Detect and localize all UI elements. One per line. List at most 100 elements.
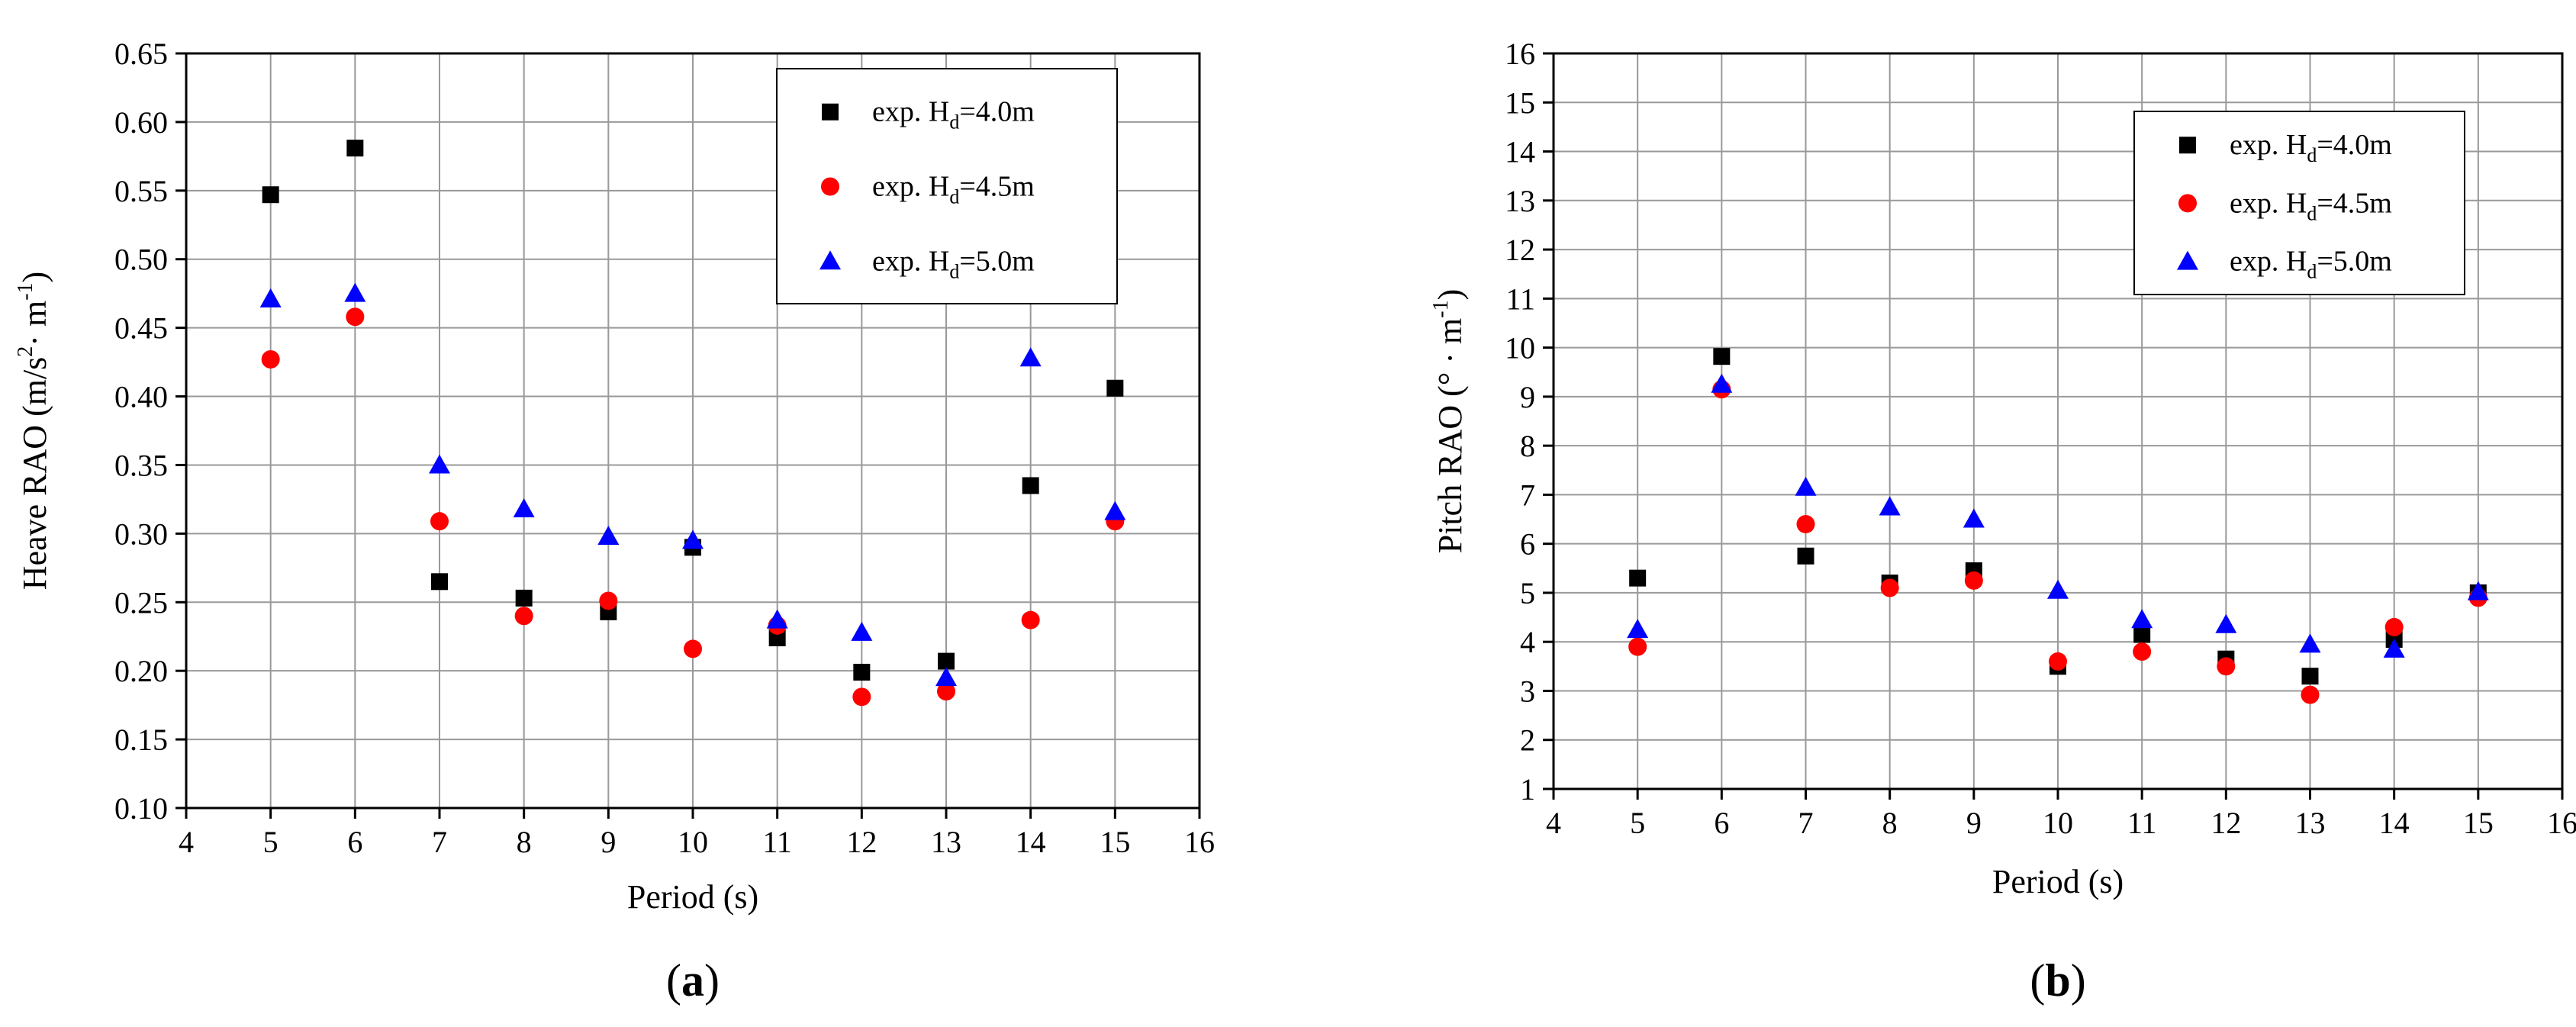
x-tick-label: 6 — [1714, 806, 1729, 840]
x-tick-label: 5 — [263, 825, 279, 859]
y-tick-label: 0.60 — [114, 105, 168, 140]
data-point — [514, 607, 533, 626]
data-point — [1880, 578, 1899, 597]
data-point — [1022, 477, 1039, 494]
data-point — [1629, 569, 1647, 587]
data-point — [1628, 637, 1647, 656]
data-point — [262, 186, 279, 204]
x-tick-label: 14 — [2379, 806, 2410, 840]
y-tick-label: 16 — [1505, 37, 1535, 71]
data-point — [766, 609, 788, 629]
data-point — [2383, 638, 2405, 658]
y-tick-label: 0.45 — [114, 311, 168, 346]
panel-label: (a) — [666, 955, 720, 1006]
data-point — [2299, 633, 2321, 653]
x-tick-label: 13 — [2295, 806, 2326, 840]
series-2 — [1628, 380, 2487, 704]
data-point — [2301, 685, 2320, 704]
x-tick-label: 11 — [2127, 806, 2157, 840]
data-point — [1104, 501, 1126, 520]
x-tick-label: 15 — [1100, 825, 1130, 859]
y-tick-label: 2 — [1520, 723, 1535, 758]
x-tick-label: 4 — [1546, 806, 1561, 840]
x-tick-label: 7 — [432, 825, 447, 859]
y-tick-label: 0.10 — [114, 791, 168, 826]
x-tick-label: 16 — [1184, 825, 1215, 859]
data-point — [682, 530, 704, 549]
legend-label: exp. Hd=4.5m — [872, 170, 1035, 208]
x-tick-label: 15 — [2463, 806, 2494, 840]
y-tick-label: 0.15 — [114, 723, 168, 757]
data-point — [1106, 379, 1124, 397]
y-tick-label: 0.40 — [114, 380, 168, 414]
y-tick-label: 14 — [1505, 135, 1535, 169]
data-point — [2131, 609, 2153, 629]
data-point — [597, 525, 620, 545]
data-point — [937, 682, 955, 701]
legend-marker — [2179, 137, 2196, 154]
x-tick-label: 4 — [179, 825, 194, 859]
legend-label: exp. Hd=5.0m — [2230, 246, 2392, 283]
data-point — [429, 454, 450, 474]
data-point — [2133, 642, 2152, 662]
data-point — [2384, 617, 2404, 636]
x-tick-label: 10 — [678, 825, 708, 859]
x-tick-label: 8 — [1882, 806, 1898, 840]
y-tick-label: 12 — [1505, 233, 1535, 267]
y-tick-label: 11 — [1505, 282, 1535, 316]
y-tick-label: 0.20 — [114, 654, 168, 688]
legend-marker — [2178, 194, 2197, 213]
legend-marker — [822, 103, 839, 121]
y-tick-label: 0.50 — [114, 243, 168, 277]
data-point — [346, 307, 365, 327]
x-tick-label: 6 — [347, 825, 362, 859]
legend-marker — [819, 250, 841, 270]
x-tick-label: 7 — [1798, 806, 1814, 840]
data-point — [261, 349, 280, 369]
data-point — [2215, 613, 2237, 633]
y-tick-label: 7 — [1520, 478, 1535, 512]
data-point — [259, 288, 282, 307]
data-point — [344, 282, 366, 302]
data-point — [346, 140, 364, 157]
data-point — [2047, 579, 2069, 599]
y-tick-label: 0.30 — [114, 517, 168, 551]
y-tick-label: 13 — [1505, 184, 1535, 218]
data-point — [2217, 657, 2236, 676]
y-tick-label: 0.55 — [114, 174, 168, 208]
data-point — [851, 621, 873, 641]
data-point — [2049, 652, 2067, 671]
y-tick-label: 0.25 — [114, 585, 168, 620]
data-point — [1879, 496, 1901, 516]
data-point — [768, 629, 786, 647]
y-tick-label: 10 — [1505, 331, 1535, 365]
data-point — [852, 687, 871, 707]
data-point — [938, 652, 955, 670]
y-tick-label: 15 — [1505, 85, 1535, 120]
x-tick-label: 9 — [601, 825, 616, 859]
series-3 — [259, 282, 1126, 687]
data-point — [1019, 347, 1042, 367]
legend: exp. Hd=4.0m exp. Hd=4.5m exp. Hd=5.0m — [2133, 111, 2465, 295]
y-tick-label: 6 — [1520, 527, 1535, 562]
data-point — [1711, 373, 1733, 393]
data-point — [1963, 508, 1985, 528]
data-point — [599, 591, 618, 610]
data-point — [2301, 668, 2319, 685]
y-tick-label: 4 — [1520, 625, 1535, 659]
chart-panel-b: 4 5 6 7 8 9 10 11 12 13 14 15 1612345678910111213141… — [1429, 37, 2576, 1006]
x-tick-label: 9 — [1966, 806, 1982, 840]
data-point — [1795, 476, 1817, 496]
x-tick-label: 12 — [2211, 806, 2241, 840]
data-point — [1964, 571, 1983, 590]
x-tick-label: 10 — [2043, 806, 2073, 840]
x-tick-label: 8 — [517, 825, 532, 859]
legend-label: exp. Hd=4.0m — [872, 96, 1035, 134]
data-point — [684, 639, 702, 658]
data-point — [430, 512, 449, 531]
data-point — [853, 663, 871, 681]
data-point — [431, 573, 448, 591]
data-point — [1797, 547, 1814, 565]
y-tick-label: 9 — [1520, 380, 1535, 414]
data-point — [935, 667, 957, 687]
